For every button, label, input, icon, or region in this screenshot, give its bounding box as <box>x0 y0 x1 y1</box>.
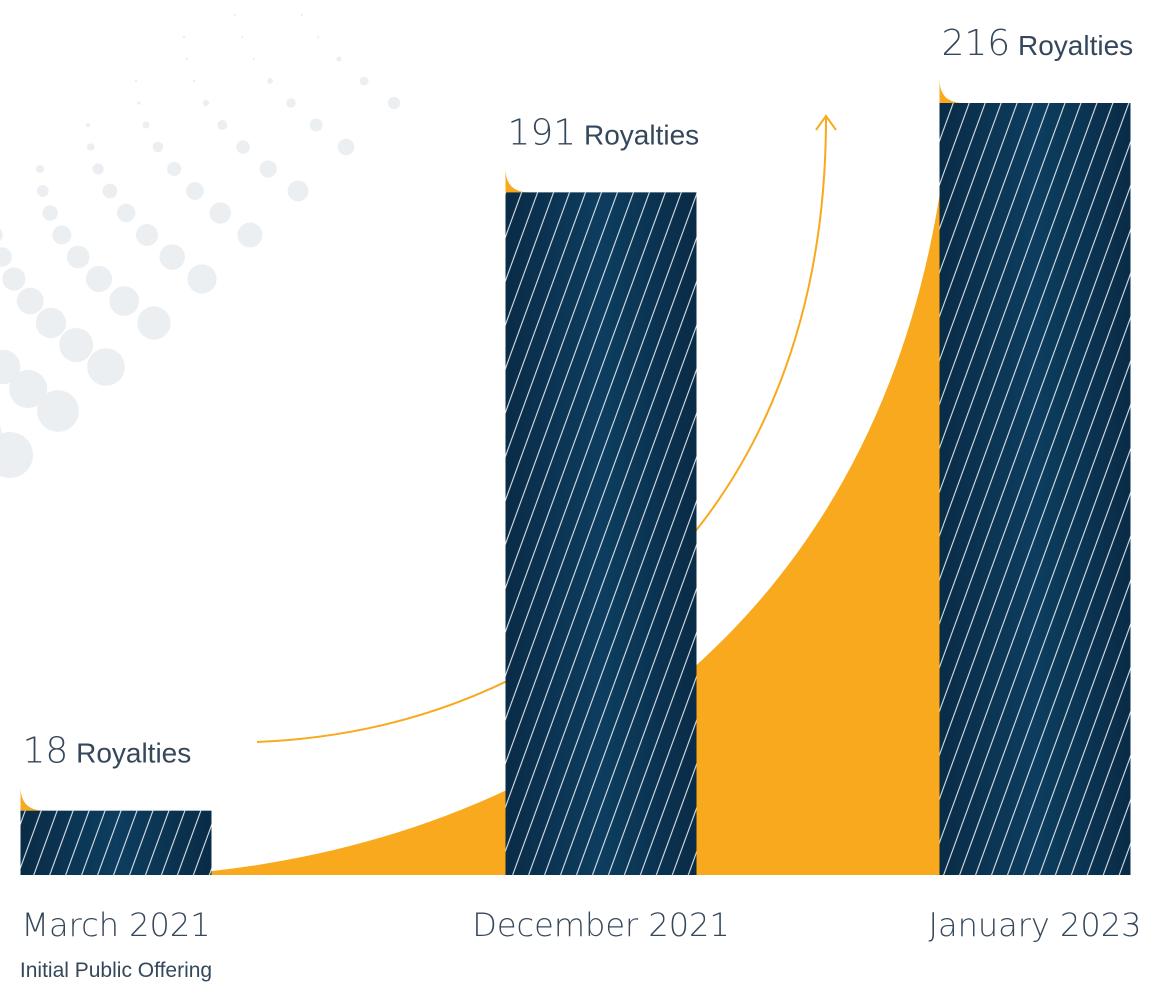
category-label: January 2023 <box>929 906 1142 944</box>
decorative-dot <box>300 13 304 17</box>
bar-corner-accent <box>939 79 964 103</box>
value-number: 191 <box>508 112 577 153</box>
value-label: 216 Royalties <box>942 23 1134 64</box>
decorative-dot <box>66 245 90 269</box>
value-label: 18 Royalties <box>23 731 192 772</box>
decorative-dot <box>317 35 320 39</box>
decorative-dot <box>359 76 369 86</box>
decorative-dot <box>86 123 90 127</box>
decorative-dot <box>259 160 277 178</box>
decorative-dot <box>137 306 171 340</box>
decorative-dot <box>336 56 342 62</box>
value-label: 191 Royalties <box>508 112 700 153</box>
category-label: December 2021 <box>472 906 730 944</box>
decorative-dot <box>87 143 95 151</box>
decorative-dot <box>167 161 182 177</box>
bar-corner-accent <box>505 168 530 193</box>
bar-hatch <box>505 192 697 875</box>
decorative-dot <box>152 141 164 153</box>
category-label: March 2021 <box>21 906 210 944</box>
decorative-dot <box>185 57 188 61</box>
decorative-dot <box>0 425 2 441</box>
decorative-dot <box>209 202 231 224</box>
decorative-dot <box>309 118 323 132</box>
value-number: 18 <box>23 731 69 772</box>
decorative-dot <box>16 287 44 315</box>
decorative-dot <box>186 182 204 200</box>
decorative-dot <box>117 203 136 223</box>
value-unit: Royalties <box>68 738 191 769</box>
decorative-dot <box>0 349 21 385</box>
decorative-dot <box>240 35 244 39</box>
decorative-dot <box>85 265 113 293</box>
decorative-dot <box>192 79 196 83</box>
decorative-dot <box>187 264 217 294</box>
decorative-dot <box>286 98 296 108</box>
decorative-dot <box>237 222 263 248</box>
decorative-dot <box>182 35 186 39</box>
decorative-dot <box>134 79 138 83</box>
bar-hatch <box>20 810 212 875</box>
decorative-dot <box>136 224 158 246</box>
decorative-dot <box>52 225 72 245</box>
decorative-dot <box>59 328 94 362</box>
decorative-dot <box>37 390 79 432</box>
value-unit: Royalties <box>1010 30 1133 61</box>
decorative-dot <box>42 205 58 221</box>
value-unit: Royalties <box>576 119 699 150</box>
decorative-dot <box>35 307 67 339</box>
decorative-dot <box>337 138 355 156</box>
decorative-dot <box>217 120 228 130</box>
decorative-dot <box>109 286 140 316</box>
growth-area <box>170 165 944 875</box>
bar-corner-accent <box>20 786 45 811</box>
decorative-dot <box>159 244 185 270</box>
decorative-dot <box>267 78 274 84</box>
decorative-dot <box>0 247 12 267</box>
category-sublabel: Initial Public Offering <box>20 959 212 982</box>
decorative-dot <box>287 180 309 202</box>
decorative-dot <box>36 185 49 197</box>
decorative-dot <box>87 348 125 386</box>
decorative-dot <box>236 140 250 154</box>
decorative-dot <box>102 183 118 199</box>
decorative-dot <box>9 369 48 409</box>
value-number: 216 <box>942 23 1011 64</box>
decorative-dot <box>0 432 33 478</box>
decorative-dot <box>252 57 256 61</box>
bar-hatch <box>939 103 1131 875</box>
decorative-dot <box>92 163 104 175</box>
decorative-dot <box>35 164 45 174</box>
decorative-dot <box>387 96 401 110</box>
decorative-dot <box>0 228 3 242</box>
decorative-dot <box>2 267 26 291</box>
decorative-dot <box>233 13 236 17</box>
decorative-dot <box>142 121 150 129</box>
decorative-dot-pattern <box>0 13 401 478</box>
decorative-dot <box>202 99 210 107</box>
decorative-dot <box>137 101 141 105</box>
